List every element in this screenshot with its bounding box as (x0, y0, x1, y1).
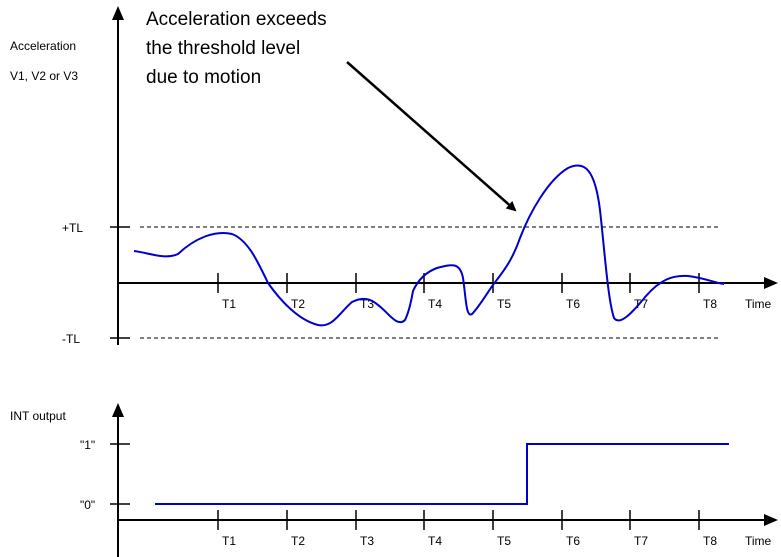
annotation-line2: the threshold level (146, 38, 300, 59)
level-0-label: "0" (80, 498, 95, 512)
plus-tl-label: +TL (62, 221, 83, 235)
top-tick-label-t5: T5 (497, 297, 511, 311)
acceleration-curve (133, 164, 725, 327)
acceleration-x-label: Time (745, 297, 772, 311)
top-tick-label-t8: T8 (703, 297, 717, 311)
top-tick-label-t4: T4 (428, 297, 442, 311)
bottom-tick-label-t3: T3 (360, 534, 374, 548)
int-x-label: Time (745, 534, 772, 548)
bottom-tick-label-t4: T4 (428, 534, 442, 548)
top-tick-label-t1: T1 (222, 297, 236, 311)
acceleration-chart: +TL -TL Acceleration V1, V2 or V3 T1 T2 … (10, 6, 778, 346)
int-y-label: INT output (10, 409, 66, 423)
int-x-tick-labels: T1 T2 T3 T4 T5 T6 T7 T8 (222, 534, 717, 548)
acceleration-x-tick-labels: T1 T2 T3 T4 T5 T6 T7 T8 (222, 297, 717, 311)
level-1-label: "1" (80, 438, 95, 452)
bottom-tick-label-t7: T7 (634, 534, 648, 548)
top-tick-label-t6: T6 (566, 297, 580, 311)
acceleration-y-label-line1: Acceleration (10, 39, 76, 53)
int-x-ticks (217, 510, 700, 530)
bottom-tick-label-t8: T8 (703, 534, 717, 548)
motion-annotation: Acceleration exceeds the threshold level… (146, 9, 517, 212)
bottom-tick-label-t6: T6 (566, 534, 580, 548)
int-output-chart: INT output "1" "0" T1 T2 T3 T4 T5 T6 T7 … (10, 403, 778, 557)
annotation-line3: due to motion (146, 67, 261, 88)
minus-tl-label: -TL (62, 332, 80, 346)
int-y-axis-arrow (112, 403, 124, 417)
annotation-line1: Acceleration exceeds (146, 9, 327, 30)
acceleration-y-label-line2: V1, V2 or V3 (10, 69, 78, 83)
annotation-arrow (346, 61, 517, 212)
bottom-tick-label-t2: T2 (291, 534, 305, 548)
top-tick-label-t7: T7 (634, 297, 648, 311)
top-tick-label-t2: T2 (291, 297, 305, 311)
bottom-tick-label-t5: T5 (497, 534, 511, 548)
int-output-signal (155, 443, 729, 505)
acceleration-x-axis-arrow (764, 277, 778, 289)
acceleration-y-axis-arrow (112, 6, 124, 20)
int-x-axis-arrow (764, 514, 778, 526)
acceleration-x-ticks (217, 273, 700, 293)
bottom-tick-label-t1: T1 (222, 534, 236, 548)
